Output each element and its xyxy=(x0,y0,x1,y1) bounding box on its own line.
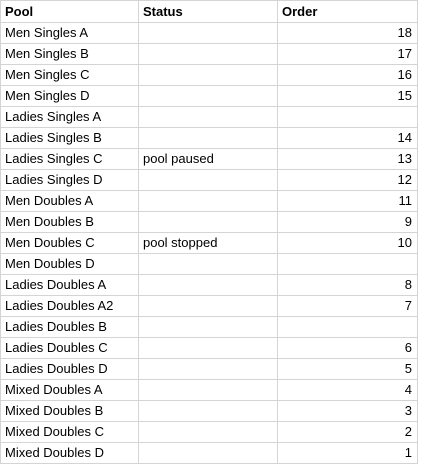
order-cell[interactable] xyxy=(276,106,419,128)
order-cell[interactable]: 7 xyxy=(276,295,419,317)
table-row: Men Doubles D xyxy=(0,253,419,275)
status-cell[interactable] xyxy=(137,253,278,275)
status-cell[interactable] xyxy=(137,421,278,443)
order-cell[interactable] xyxy=(276,316,419,338)
pool-cell[interactable]: Ladies Singles A xyxy=(0,106,139,128)
pool-cell[interactable]: Mixed Doubles C xyxy=(0,421,139,443)
status-cell[interactable] xyxy=(137,400,278,422)
pool-cell[interactable]: Mixed Doubles B xyxy=(0,400,139,422)
pool-cell[interactable]: Men Singles D xyxy=(0,85,139,107)
status-cell[interactable] xyxy=(137,169,278,191)
pool-cell[interactable]: Ladies Singles C xyxy=(0,148,139,170)
table-row: Ladies Singles B 14 xyxy=(0,127,419,149)
pool-cell[interactable]: Men Singles C xyxy=(0,64,139,86)
status-cell[interactable] xyxy=(137,43,278,65)
status-cell[interactable] xyxy=(137,442,278,464)
pool-cell[interactable]: Mixed Doubles D xyxy=(0,442,139,464)
pool-cell[interactable]: Ladies Doubles C xyxy=(0,337,139,359)
order-cell[interactable]: 10 xyxy=(276,232,419,254)
table-row: Mixed Doubles C 2 xyxy=(0,421,419,443)
table-row: Ladies Doubles B xyxy=(0,316,419,338)
order-cell[interactable]: 6 xyxy=(276,337,419,359)
table-row: Ladies Doubles A 8 xyxy=(0,274,419,296)
pool-cell[interactable]: Ladies Doubles D xyxy=(0,358,139,380)
status-cell[interactable] xyxy=(137,22,278,44)
pool-cell[interactable]: Mixed Doubles A xyxy=(0,379,139,401)
pool-cell[interactable]: Men Singles A xyxy=(0,22,139,44)
status-cell[interactable] xyxy=(137,127,278,149)
header-status[interactable]: Status xyxy=(137,0,278,23)
status-cell[interactable] xyxy=(137,295,278,317)
table-row: Mixed Doubles B 3 xyxy=(0,400,419,422)
header-pool[interactable]: Pool xyxy=(0,0,139,23)
table-row: Mixed Doubles D 1 xyxy=(0,442,419,464)
status-cell[interactable] xyxy=(137,106,278,128)
status-cell[interactable]: pool paused xyxy=(137,148,278,170)
order-cell[interactable]: 15 xyxy=(276,85,419,107)
pool-cell[interactable]: Men Doubles C xyxy=(0,232,139,254)
status-cell[interactable] xyxy=(137,379,278,401)
order-cell[interactable]: 1 xyxy=(276,442,419,464)
table-row: Ladies Singles D 12 xyxy=(0,169,419,191)
table-row: Ladies Doubles A2 7 xyxy=(0,295,419,317)
order-cell[interactable]: 4 xyxy=(276,379,419,401)
pool-cell[interactable]: Ladies Singles B xyxy=(0,127,139,149)
status-cell[interactable] xyxy=(137,337,278,359)
sheet-body: Men Singles A 18 Men Singles B 17 Men Single… xyxy=(0,22,419,464)
order-cell[interactable]: 8 xyxy=(276,274,419,296)
order-cell[interactable]: 11 xyxy=(276,190,419,212)
pool-cell[interactable]: Ladies Singles D xyxy=(0,169,139,191)
header-row: Pool Status Order xyxy=(0,0,419,23)
status-cell[interactable] xyxy=(137,274,278,296)
order-cell[interactable]: 3 xyxy=(276,400,419,422)
table-row: Men Singles A 18 xyxy=(0,22,419,44)
table-row: Men Singles D 15 xyxy=(0,85,419,107)
table-row: Ladies Doubles C 6 xyxy=(0,337,419,359)
pool-cell[interactable]: Men Doubles D xyxy=(0,253,139,275)
table-row: Men Singles C 16 xyxy=(0,64,419,86)
pool-cell[interactable]: Men Doubles A xyxy=(0,190,139,212)
table-row: Men Doubles A 11 xyxy=(0,190,419,212)
status-cell[interactable]: pool stopped xyxy=(137,232,278,254)
table-row: Ladies Doubles D 5 xyxy=(0,358,419,380)
status-cell[interactable] xyxy=(137,85,278,107)
order-cell[interactable] xyxy=(276,253,419,275)
order-cell[interactable]: 5 xyxy=(276,358,419,380)
pool-cell[interactable]: Ladies Doubles A2 xyxy=(0,295,139,317)
status-cell[interactable] xyxy=(137,64,278,86)
table-row: Ladies Singles A xyxy=(0,106,419,128)
header-order[interactable]: Order xyxy=(276,0,419,23)
order-cell[interactable]: 18 xyxy=(276,22,419,44)
status-cell[interactable] xyxy=(137,211,278,233)
table-row: Men Doubles B 9 xyxy=(0,211,419,233)
pool-cell[interactable]: Ladies Doubles B xyxy=(0,316,139,338)
pool-cell[interactable]: Men Doubles B xyxy=(0,211,139,233)
order-cell[interactable]: 17 xyxy=(276,43,419,65)
status-cell[interactable] xyxy=(137,358,278,380)
order-cell[interactable]: 9 xyxy=(276,211,419,233)
pool-cell[interactable]: Ladies Doubles A xyxy=(0,274,139,296)
order-cell[interactable]: 14 xyxy=(276,127,419,149)
status-cell[interactable] xyxy=(137,190,278,212)
table-row: Mixed Doubles A 4 xyxy=(0,379,419,401)
status-cell[interactable] xyxy=(137,316,278,338)
pool-spreadsheet: Pool Status Order Men Singles A 18 Men Sin… xyxy=(0,0,419,464)
pool-cell[interactable]: Men Singles B xyxy=(0,43,139,65)
order-cell[interactable]: 2 xyxy=(276,421,419,443)
order-cell[interactable]: 12 xyxy=(276,169,419,191)
order-cell[interactable]: 16 xyxy=(276,64,419,86)
order-cell[interactable]: 13 xyxy=(276,148,419,170)
table-row: Men Singles B 17 xyxy=(0,43,419,65)
